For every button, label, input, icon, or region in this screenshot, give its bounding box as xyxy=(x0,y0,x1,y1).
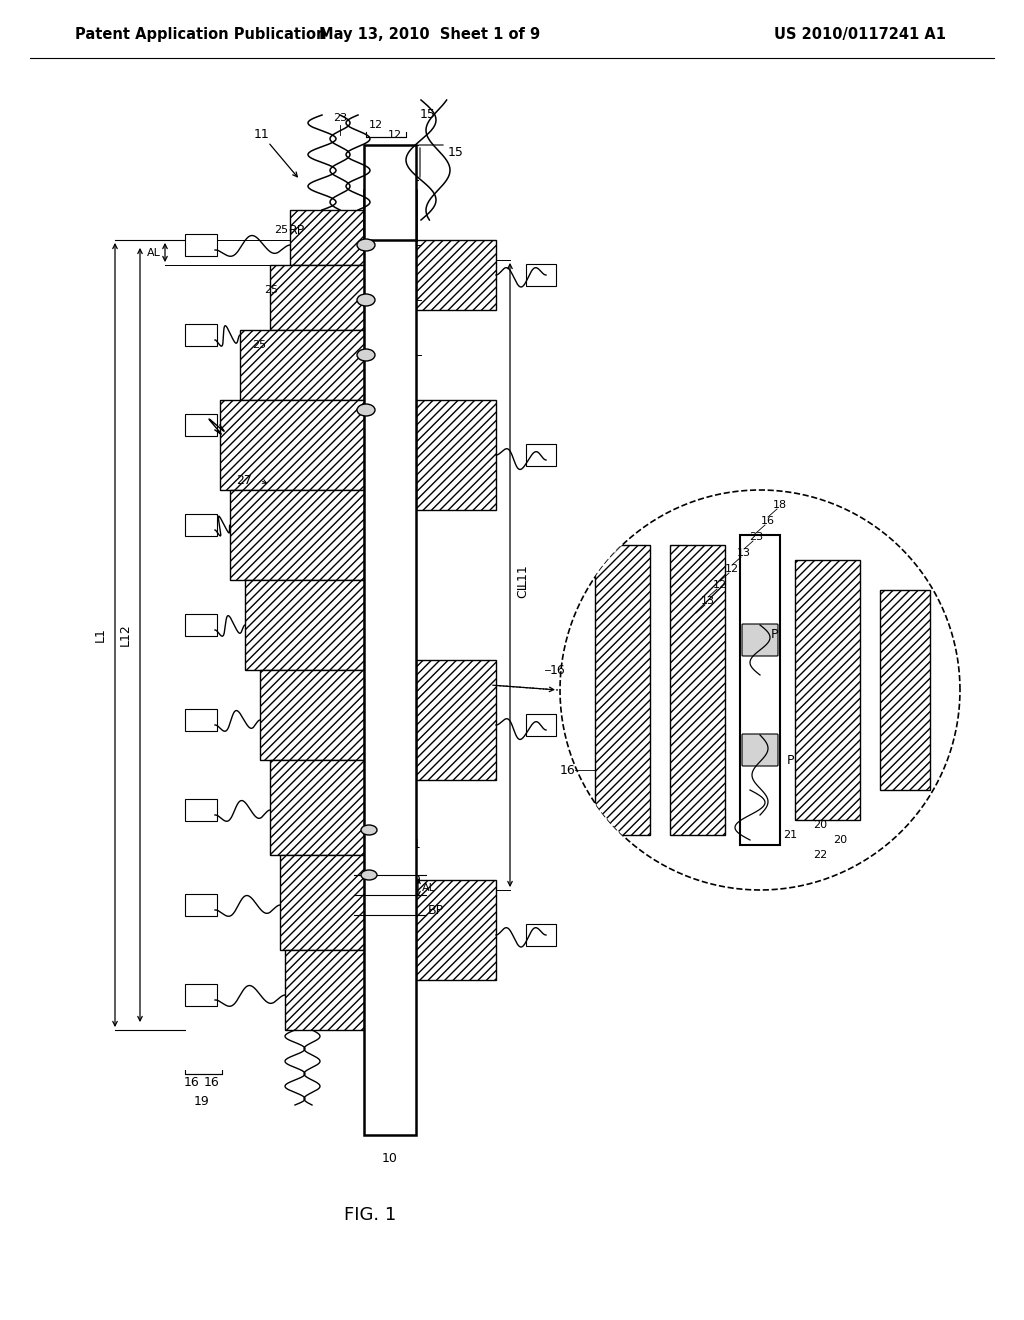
Ellipse shape xyxy=(361,825,377,836)
Bar xyxy=(280,855,364,950)
Bar xyxy=(670,545,725,836)
Text: 23: 23 xyxy=(749,532,763,543)
Text: 27: 27 xyxy=(237,474,252,487)
Text: L11: L11 xyxy=(516,564,529,586)
Bar xyxy=(285,950,364,1030)
Text: 10: 10 xyxy=(382,1152,398,1166)
Text: L12: L12 xyxy=(119,623,132,647)
Bar xyxy=(185,799,217,821)
Text: AL: AL xyxy=(147,248,161,257)
Bar xyxy=(740,535,780,845)
Text: 12: 12 xyxy=(713,579,727,590)
Bar xyxy=(185,709,217,731)
Text: 15: 15 xyxy=(449,145,464,158)
Ellipse shape xyxy=(357,239,375,251)
Text: FIG. 1: FIG. 1 xyxy=(344,1206,396,1224)
Ellipse shape xyxy=(357,404,375,416)
Text: 16: 16 xyxy=(184,1076,200,1089)
Text: 13: 13 xyxy=(737,548,751,558)
Text: P: P xyxy=(786,754,794,767)
Text: 21: 21 xyxy=(783,830,797,840)
Text: 13: 13 xyxy=(701,597,715,606)
Text: 16: 16 xyxy=(550,664,565,676)
Text: 25: 25 xyxy=(273,224,288,235)
Bar xyxy=(185,614,217,636)
Bar xyxy=(240,330,364,400)
Text: AL: AL xyxy=(422,883,436,894)
Bar xyxy=(260,671,364,760)
Text: May 13, 2010  Sheet 1 of 9: May 13, 2010 Sheet 1 of 9 xyxy=(319,28,541,42)
Text: L1: L1 xyxy=(94,627,106,643)
Bar xyxy=(416,660,496,780)
Text: 20: 20 xyxy=(395,895,411,908)
Bar xyxy=(416,240,496,310)
Text: 23: 23 xyxy=(333,114,347,123)
Bar xyxy=(526,924,556,946)
Bar xyxy=(595,545,650,836)
Bar xyxy=(526,714,556,737)
Ellipse shape xyxy=(361,870,377,880)
Bar xyxy=(185,894,217,916)
Text: BP: BP xyxy=(428,903,444,916)
Bar xyxy=(880,590,930,789)
Text: 25: 25 xyxy=(252,341,266,350)
Text: 22: 22 xyxy=(382,919,397,932)
Text: US 2010/0117241 A1: US 2010/0117241 A1 xyxy=(774,28,946,42)
Text: 12: 12 xyxy=(725,564,739,574)
Bar xyxy=(185,983,217,1006)
Text: 16: 16 xyxy=(204,1076,220,1089)
Bar xyxy=(416,880,496,979)
Text: 12: 12 xyxy=(369,120,383,129)
Bar xyxy=(230,490,364,579)
Bar xyxy=(185,414,217,436)
Bar xyxy=(245,579,364,671)
Bar xyxy=(795,560,860,820)
Bar xyxy=(270,265,364,330)
Ellipse shape xyxy=(357,294,375,306)
Text: RP: RP xyxy=(289,223,305,236)
Text: P: P xyxy=(771,628,778,642)
Text: 16: 16 xyxy=(559,763,575,776)
Text: 12: 12 xyxy=(388,129,402,140)
Bar xyxy=(526,264,556,286)
Bar xyxy=(364,145,416,240)
Text: 19: 19 xyxy=(195,1096,210,1107)
Text: 20: 20 xyxy=(406,874,421,887)
Bar xyxy=(185,234,217,256)
Ellipse shape xyxy=(357,348,375,360)
Bar xyxy=(416,400,496,510)
Bar xyxy=(270,760,364,855)
Text: 20: 20 xyxy=(813,820,827,830)
Text: 15: 15 xyxy=(420,108,436,121)
Text: 21: 21 xyxy=(406,838,421,851)
Bar xyxy=(364,190,416,1135)
Bar xyxy=(526,444,556,466)
Bar xyxy=(220,400,364,490)
FancyBboxPatch shape xyxy=(742,734,778,766)
Text: 11: 11 xyxy=(254,128,270,141)
Text: 16: 16 xyxy=(761,516,775,525)
Text: 18: 18 xyxy=(773,500,787,510)
Text: 22: 22 xyxy=(813,850,827,861)
Text: Patent Application Publication: Patent Application Publication xyxy=(75,28,327,42)
Text: 25: 25 xyxy=(264,285,278,294)
FancyBboxPatch shape xyxy=(742,624,778,656)
Bar xyxy=(290,210,364,265)
Bar xyxy=(185,323,217,346)
Bar xyxy=(185,513,217,536)
Text: 20: 20 xyxy=(833,836,847,845)
Text: CL: CL xyxy=(516,582,529,598)
